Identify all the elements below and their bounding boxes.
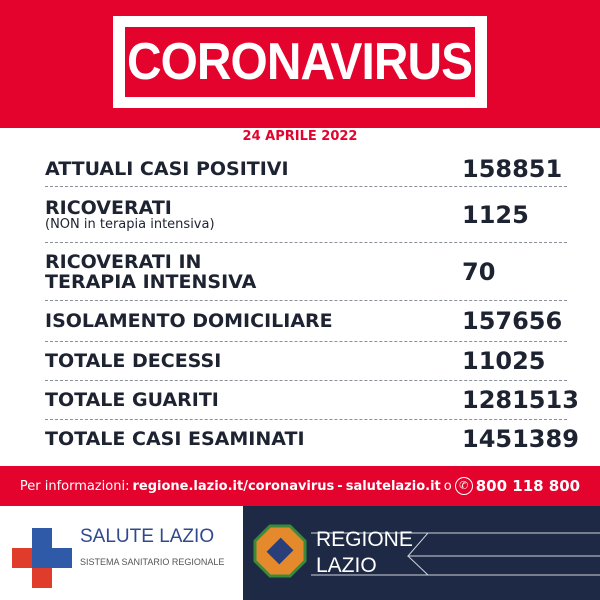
regione-link[interactable]: regione.lazio.it/coronavirus xyxy=(132,478,335,494)
report-date: 24 APRILE 2022 xyxy=(242,129,358,144)
header-banner: CORONAVIRUS xyxy=(0,0,600,128)
salute-lazio-logo xyxy=(0,506,243,600)
stat-row: TOTALE DECESSI 11025 xyxy=(45,342,567,381)
regione-lazio-logo xyxy=(243,506,600,600)
stat-row: TOTALE CASI ESAMINATI 1451389 xyxy=(45,425,579,453)
info-band: Per informazioni: regione.lazio.it/coron… xyxy=(0,466,600,506)
salute-link[interactable]: salutelazio.it xyxy=(345,478,441,494)
stat-row: ISOLAMENTO DOMICILIARE 157656 xyxy=(45,301,567,342)
stat-row: ATTUALI CASI POSITIVI 158851 xyxy=(45,152,567,187)
stat-row: RICOVERATI IN TERAPIA INTENSIVA 70 xyxy=(45,243,567,301)
regione-emblem-icon xyxy=(253,524,307,578)
cross-icon xyxy=(12,528,72,588)
page-title: CORONAVIRUS xyxy=(127,33,473,91)
stat-row: RICOVERATI (NON in terapia intensiva) 1125 xyxy=(45,187,567,243)
title-box: CORONAVIRUS xyxy=(113,16,487,108)
stat-row: TOTALE GUARITI 1281513 xyxy=(45,381,579,420)
phone-number[interactable]: 800 118 800 xyxy=(475,477,581,495)
phone-icon: ✆ xyxy=(454,477,473,495)
